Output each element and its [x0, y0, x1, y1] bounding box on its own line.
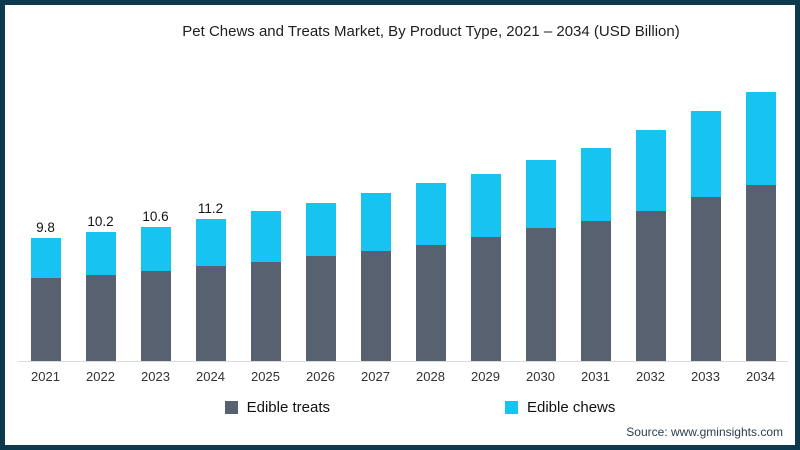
segment-edible-chews	[525, 160, 556, 228]
segment-edible-chews	[30, 238, 61, 278]
segment-edible-treats	[415, 245, 446, 361]
segment-edible-treats	[305, 256, 336, 361]
segment-edible-chews	[85, 232, 116, 275]
legend-item-edible-treats: Edible treats	[224, 399, 330, 416]
segment-edible-treats	[30, 278, 61, 361]
bar-group-2024: 11.2	[183, 201, 238, 361]
x-axis-label: 2028	[416, 369, 445, 384]
segment-edible-treats	[85, 275, 116, 361]
segment-edible-chews	[745, 92, 776, 185]
stacked-bar	[745, 92, 776, 361]
bar-group-2023: 10.6	[128, 209, 183, 361]
plot-area: 9.8 10.2 10.6 11.2	[18, 92, 788, 362]
legend-item-edible-chews: Edible chews	[505, 399, 615, 416]
bar-group-2022: 10.2	[73, 214, 128, 361]
x-axis-label: 2032	[636, 369, 665, 384]
stacked-bar	[140, 227, 171, 361]
segment-edible-treats	[580, 221, 611, 361]
bar-value-label: 9.8	[36, 220, 55, 235]
stacked-bar	[305, 203, 336, 361]
x-axis-label: 2034	[746, 369, 775, 384]
stacked-bar	[690, 111, 721, 361]
segment-edible-chews	[305, 203, 336, 256]
segment-edible-chews	[470, 174, 501, 237]
segment-edible-treats	[525, 228, 556, 361]
bar-group-2031	[568, 148, 623, 361]
bar-value-label: 11.2	[197, 201, 224, 216]
segment-edible-treats	[470, 237, 501, 361]
bar-value-label: 10.6	[142, 209, 169, 224]
x-axis-label: 2033	[691, 369, 720, 384]
segment-edible-chews	[140, 227, 171, 271]
chart-title: Pet Chews and Treats Market, By Product …	[182, 23, 680, 40]
stacked-bar	[85, 232, 116, 361]
segment-edible-chews	[415, 183, 446, 245]
bars-container: 9.8 10.2 10.6 11.2	[18, 92, 788, 361]
stacked-bar	[360, 193, 391, 361]
bar-group-2027	[348, 193, 403, 361]
source-text: Source: www.gminsights.com	[626, 425, 783, 439]
x-axis-label: 2023	[141, 369, 170, 384]
legend: Edible treats Edible chews	[45, 399, 795, 416]
x-axis-label: 2031	[581, 369, 610, 384]
bar-group-2026	[293, 203, 348, 361]
segment-edible-treats	[140, 271, 171, 361]
bar-group-2034	[733, 92, 788, 361]
stacked-bar	[415, 183, 446, 361]
bar-group-2028	[403, 183, 458, 361]
stacked-bar	[195, 219, 226, 361]
segment-edible-chews	[195, 219, 226, 266]
bar-value-label: 10.2	[87, 214, 114, 229]
segment-edible-chews	[690, 111, 721, 197]
stacked-bar	[525, 160, 556, 361]
bar-group-2032	[623, 130, 678, 361]
x-axis-label: 2021	[31, 369, 60, 384]
x-axis-label: 2024	[196, 369, 225, 384]
segment-edible-treats	[635, 211, 666, 361]
bar-group-2029	[458, 174, 513, 361]
x-axis-label: 2027	[361, 369, 390, 384]
x-axis-label: 2022	[86, 369, 115, 384]
segment-edible-chews	[250, 211, 281, 262]
segment-edible-treats	[195, 266, 226, 361]
edible-treats-swatch-icon	[224, 401, 238, 414]
stacked-bar	[635, 130, 666, 361]
stacked-bar	[580, 148, 611, 361]
bar-group-2025	[238, 211, 293, 361]
x-axis-label: 2025	[251, 369, 280, 384]
segment-edible-chews	[635, 130, 666, 211]
segment-edible-treats	[360, 251, 391, 361]
bar-group-2030	[513, 160, 568, 361]
segment-edible-treats	[690, 197, 721, 361]
edible-chews-swatch-icon	[505, 401, 518, 414]
legend-label: Edible treats	[246, 399, 330, 416]
segment-edible-chews	[580, 148, 611, 221]
x-axis-label: 2026	[306, 369, 335, 384]
x-axis-label: 2029	[471, 369, 500, 384]
stacked-bar	[250, 211, 281, 361]
bar-group-2033	[678, 111, 733, 361]
x-axis-label: 2030	[526, 369, 555, 384]
bar-group-2021: 9.8	[18, 220, 73, 361]
stacked-bar	[30, 238, 61, 361]
segment-edible-treats	[745, 185, 776, 361]
stacked-bar	[470, 174, 501, 361]
segment-edible-treats	[250, 262, 281, 361]
segment-edible-chews	[360, 193, 391, 251]
legend-label: Edible chews	[527, 399, 616, 416]
x-axis: 2021 2022 2023 2024 2025 2026 2027 2028 2029 2030…	[18, 362, 788, 384]
